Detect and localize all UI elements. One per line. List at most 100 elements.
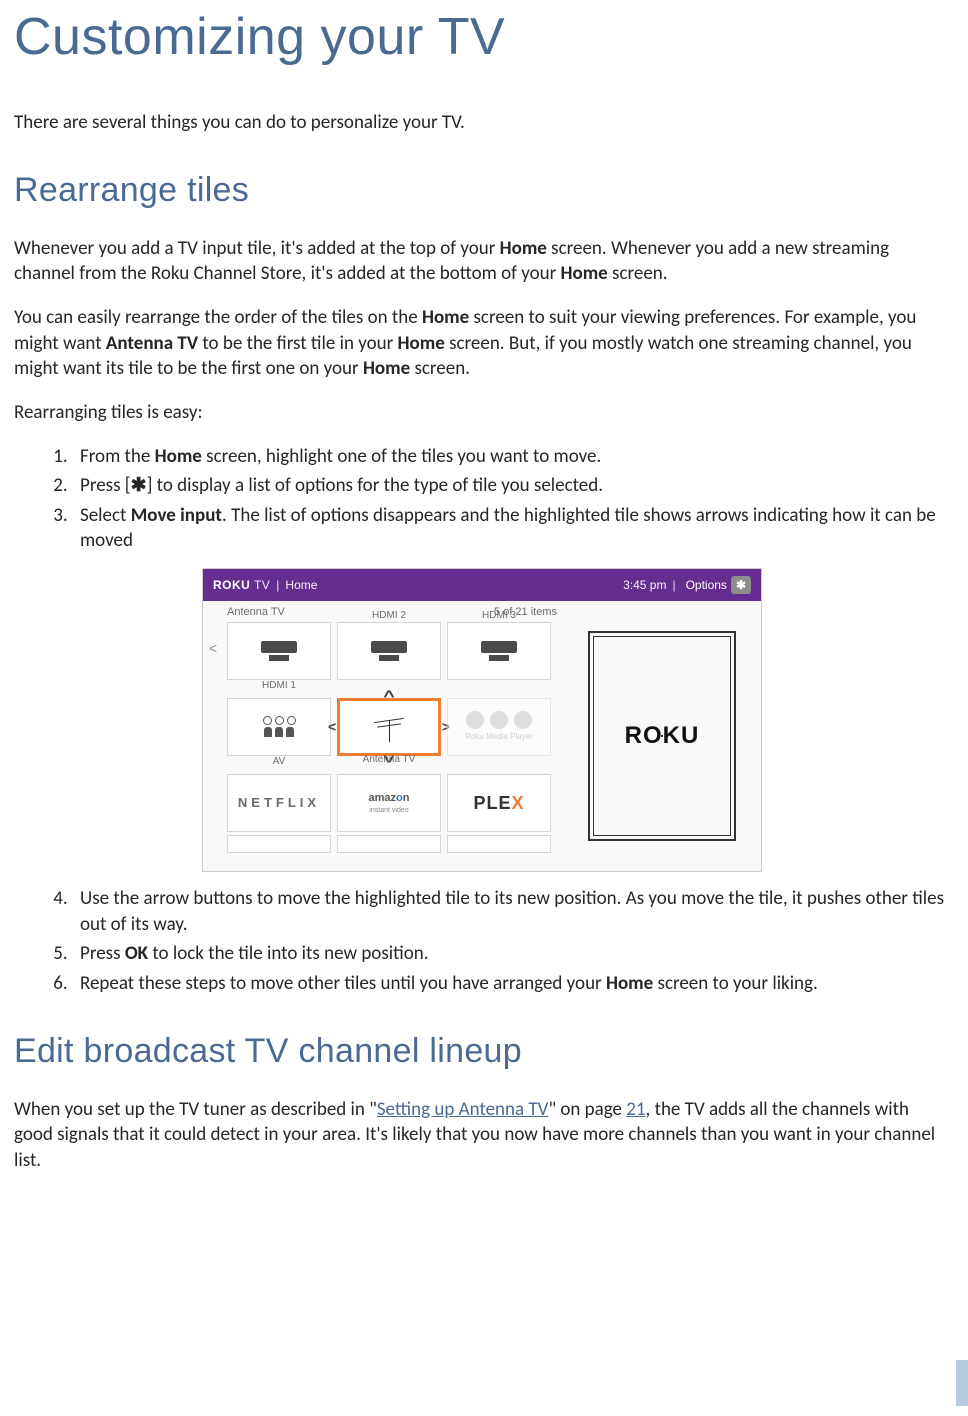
rearrange-p3: Rearranging tiles is easy: [14,400,950,426]
hdmi-icon [379,655,399,661]
nav-left-arrow: < [203,601,223,871]
tile-partial [447,835,551,853]
bold-home: Home [398,332,445,355]
bold-home: Home [155,445,202,468]
star-icon: ✱ [131,474,147,497]
netflix-logo: NETFLIX [238,794,320,812]
tile-media-player: Roku Media Player [447,698,551,756]
tile-netflix: NETFLIX [227,774,331,832]
tile-hdmi3: HDMI 3 [447,622,551,680]
roku-body: < Antenna TV 5 of 21 items HDMI 1 [203,601,761,871]
edit-lineup-p1: When you set up the TV tuner as describe… [14,1097,950,1174]
roku-screenshot: ROKU TV | Home 3:45 pm | Options ✱ < Ant… [202,568,762,872]
bold-home: Home [606,972,653,995]
link-setting-up-antenna[interactable]: Setting up Antenna TV [377,1098,549,1121]
steps-list-1: From the Home screen, highlight one of t… [14,444,950,555]
tiles-grid: HDMI 1 HDMI 2 HDMI 3 [227,622,559,853]
tile-row: HDMI 1 HDMI 2 HDMI 3 [227,622,559,680]
text: You can easily rearrange the order of th… [14,306,422,329]
text: When you set up the TV tuner as describe… [14,1098,377,1121]
bold-home: Home [561,262,608,285]
roku-logo: ROKU TV [213,577,270,593]
options-label: Options [686,577,727,593]
text: screen. [608,262,668,285]
roku-header-bar: ROKU TV | Home 3:45 pm | Options ✱ [203,569,761,601]
amazon-logo: amazon [369,791,410,806]
tile-partial [227,835,331,853]
steps-list-2: Use the arrow buttons to move the highli… [14,886,950,997]
hdmi-icon [489,655,509,661]
text: screen, highlight one of the tiles you w… [202,445,601,468]
text: n [403,792,410,804]
rearrange-p1: Whenever you add a TV input tile, it's a… [14,236,950,287]
tile-sublabel: Roku Media Player [465,732,533,743]
plex-logo: PLEX [473,791,524,815]
figure-container: ROKU TV | Home 3:45 pm | Options ✱ < Ant… [14,568,950,872]
text: ] to display a list of options for the t… [147,474,603,497]
logo-text: ROKU [213,578,250,592]
tile-hdmi2: HDMI 2 [337,622,441,680]
section-heading-edit-lineup: Edit broadcast TV channel lineup [14,1029,950,1075]
section-heading-rearrange: Rearrange tiles [14,168,950,214]
text: screen to your liking. [653,972,818,995]
tile-caption: Antenna TV [340,753,438,767]
tile-header-label: HDMI 3 [448,609,550,623]
hdmi-icon [269,655,289,661]
tile-amazon: amazon instant video [337,774,441,832]
options-star-icon: ✱ [731,576,751,594]
text: Repeat these steps to move other tiles u… [80,972,606,995]
clock-time: 3:45 pm [623,577,666,593]
step-2: Press [✱] to display a list of options f… [72,473,950,499]
amazon-sublabel: instant video [369,806,408,815]
tile-caption: HDMI 1 [228,679,330,693]
arrow-up-icon: ˄ [383,685,394,704]
current-tile-label: Antenna TV [227,605,285,620]
text: to lock the tile into its new position. [148,942,428,965]
bold-move-input: Move input [131,504,222,527]
tile-row: AV ˄ ˅ < > Antenna TV [227,698,559,756]
bold-antenna: Antenna TV [106,332,198,355]
av-icon [263,716,296,725]
tile-av: AV [227,698,331,756]
hdmi-icon [481,641,517,653]
separator: | [276,577,279,593]
step-4: Use the arrow buttons to move the highli… [72,886,950,937]
text: Press [ [80,474,131,497]
av-icon [264,727,294,737]
step-6: Repeat these steps to move other tiles u… [72,971,950,997]
text: Press [80,942,125,965]
roku-brand-text: ROKU [625,720,700,752]
right-panel: ROKU [563,601,761,871]
tile-row [227,835,559,853]
tile-caption: AV [228,755,330,769]
antenna-icon [369,712,409,742]
arrow-left-icon: < [328,718,336,737]
rearrange-p2: You can easily rearrange the order of th… [14,305,950,382]
text: X [512,793,525,813]
logo-tv: TV [250,578,270,592]
text: PLE [473,793,511,813]
hdmi-icon [371,641,407,653]
tile-row: NETFLIX amazon instant video PLEX [227,774,559,832]
roku-preview-frame: ROKU [588,631,736,841]
text: Select [80,504,131,527]
tile-antenna-selected: ˄ ˅ < > Antenna TV [337,698,441,756]
step-1: From the Home screen, highlight one of t… [72,444,950,470]
text: Whenever you add a TV input tile, it's a… [14,237,500,260]
bold-home: Home [363,357,410,380]
step-3: Select Move input. The list of options d… [72,503,950,554]
intro-paragraph: There are several things you can do to p… [14,110,950,136]
breadcrumb-home: Home [285,577,317,593]
text: From the [80,445,155,468]
separator: | [672,577,675,593]
tiles-grid-area: Antenna TV 5 of 21 items HDMI 1 HDMI 2 [223,601,563,871]
text: screen. [410,357,470,380]
hdmi-icon [261,641,297,653]
page-corner-accent [956,1360,968,1406]
link-page-21[interactable]: 21 [626,1098,645,1121]
step-5: Press OK to lock the tile into its new p… [72,941,950,967]
tile-hdmi1: HDMI 1 [227,622,331,680]
text: " on page [548,1098,626,1121]
text: amaz [369,792,397,804]
tile-plex: PLEX [447,774,551,832]
